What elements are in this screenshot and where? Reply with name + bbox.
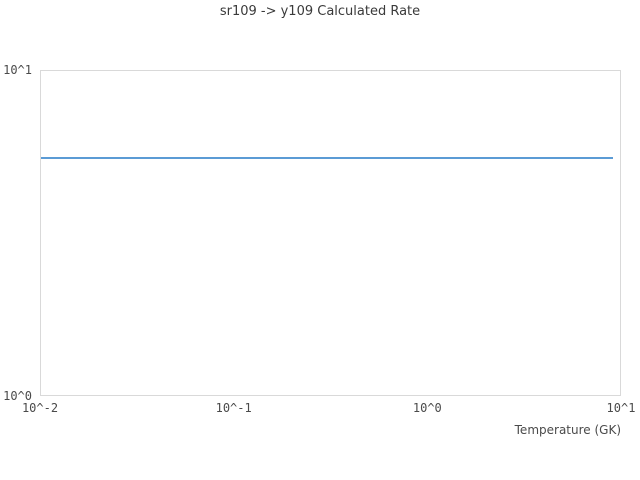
y-tick-label: 10^0: [3, 389, 32, 403]
chart-title: sr109 -> y109 Calculated Rate: [219, 4, 421, 19]
x-tick-label: 10^0: [412, 401, 442, 415]
x-tick-label: 10^-1: [215, 401, 252, 415]
x-axis-label: Temperature (GK): [514, 423, 621, 437]
y-tick-label: 10^1: [3, 63, 32, 77]
x-tick-label: 10^-2: [21, 401, 59, 415]
rate-line-series: [41, 157, 614, 160]
plot-area: [40, 70, 621, 396]
x-tick-label: 10^1: [606, 401, 636, 415]
